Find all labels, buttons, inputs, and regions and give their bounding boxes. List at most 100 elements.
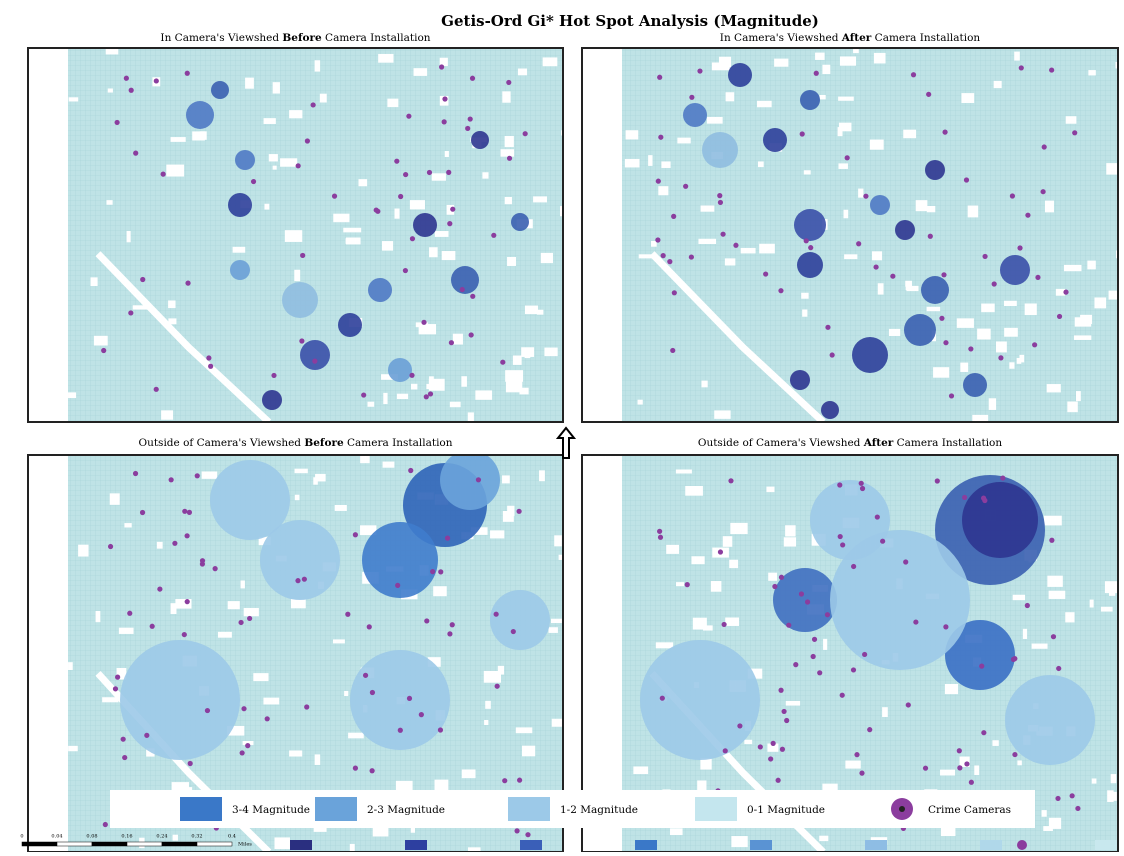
camera-dot <box>799 131 805 137</box>
panel-title-part: Camera Installation <box>893 437 1002 449</box>
hot-spot <box>120 640 240 760</box>
hot-spot <box>904 314 936 346</box>
camera-dot <box>525 832 531 838</box>
camera-dot <box>793 662 799 668</box>
no-data-cell <box>703 625 713 631</box>
camera-dot <box>369 689 376 696</box>
camera-dot <box>1032 342 1038 348</box>
camera-dot <box>1050 634 1057 640</box>
hot-spot <box>228 193 252 217</box>
no-data-cell <box>670 828 683 836</box>
no-data-cell <box>698 238 717 244</box>
no-data-cell <box>452 333 463 345</box>
camera-dot <box>941 272 947 278</box>
no-data-cell <box>227 725 245 736</box>
no-data-cell <box>995 341 1007 353</box>
camera-dot <box>470 293 476 299</box>
no-data-cell <box>258 536 271 546</box>
hot-spot <box>186 101 214 129</box>
panel-title-part: In Camera's Viewshed <box>160 32 282 44</box>
no-data-cell <box>822 783 838 795</box>
camera-dot <box>850 667 857 673</box>
camera-dot <box>910 72 917 78</box>
no-data-cell <box>785 700 801 706</box>
hot-spot <box>1005 675 1095 765</box>
camera-dot <box>424 618 430 624</box>
camera-dot <box>331 193 338 199</box>
legend-label: 3-4 Magnitude <box>232 804 310 816</box>
no-data-cell <box>175 598 192 609</box>
river <box>649 251 826 422</box>
camera-dot <box>817 670 823 676</box>
camera-dot <box>406 695 413 702</box>
camera-dot <box>295 163 301 169</box>
camera-dot <box>722 748 728 754</box>
camera-dot <box>199 558 206 564</box>
camera-dot <box>942 129 948 135</box>
camera-dot <box>775 777 781 783</box>
no-data-cell <box>485 700 491 709</box>
no-data-cell <box>1048 590 1066 599</box>
no-data-cell <box>168 300 176 309</box>
camera-dot <box>979 663 985 669</box>
camera-dot <box>943 624 949 630</box>
no-data-cell <box>442 781 448 791</box>
hot-spot <box>821 401 839 419</box>
no-data-cell <box>838 163 848 169</box>
legend-box <box>110 790 1035 828</box>
no-data-cell <box>284 230 303 242</box>
camera-dot <box>212 566 218 572</box>
no-data-cell <box>839 56 857 66</box>
no-data-cell <box>837 127 843 137</box>
panel-title-part: Camera Installation <box>344 437 453 449</box>
no-data-cell <box>515 727 533 734</box>
camera-dot <box>851 563 857 570</box>
camera-dot <box>408 467 414 474</box>
no-data-cell <box>783 537 797 547</box>
camera-dot <box>824 612 831 618</box>
camera-dot <box>840 542 846 548</box>
no-data-cell <box>624 158 640 168</box>
hot-spot <box>870 195 890 215</box>
camera-dot <box>204 707 211 714</box>
no-data-cell <box>467 412 474 422</box>
no-data-cell <box>873 52 886 64</box>
camera-dot <box>494 683 500 689</box>
no-data-cell <box>500 149 515 157</box>
camera-dot <box>717 549 724 555</box>
no-data-cell <box>822 64 831 75</box>
north-arrow <box>555 426 577 459</box>
no-data-cell <box>505 381 523 393</box>
no-data-cell <box>344 690 349 697</box>
camera-dot <box>352 532 358 538</box>
no-data-cell <box>461 769 476 779</box>
no-data-cell <box>1076 391 1081 402</box>
camera-dot <box>184 599 190 605</box>
no-data-cell <box>692 617 707 630</box>
margin-blank <box>582 455 622 852</box>
camera-dot <box>1024 602 1030 609</box>
camera-dot <box>502 778 508 784</box>
hot-spot <box>230 260 250 280</box>
no-data-cell <box>232 246 246 253</box>
camera-dot <box>770 740 776 746</box>
river <box>95 251 272 422</box>
scale-unit: Miles <box>238 842 252 848</box>
camera-dot <box>667 259 673 265</box>
camera-dot <box>446 169 452 175</box>
camera-dot <box>658 134 664 140</box>
camera-dot <box>208 363 214 369</box>
panel-title: Outside of Camera's Viewshed After Camer… <box>698 437 1003 449</box>
camera-dot <box>859 770 865 776</box>
no-data-cell <box>429 247 438 258</box>
no-data-cell <box>967 205 979 218</box>
no-data-cell <box>711 62 730 71</box>
no-data-cell <box>905 280 912 287</box>
no-data-cell <box>381 374 398 380</box>
no-data-cell <box>68 97 79 102</box>
no-data-cell <box>426 383 431 390</box>
camera-dot <box>659 695 665 701</box>
no-data-cell <box>507 505 515 517</box>
no-data-cell <box>940 826 956 837</box>
hot-spot <box>895 220 915 240</box>
